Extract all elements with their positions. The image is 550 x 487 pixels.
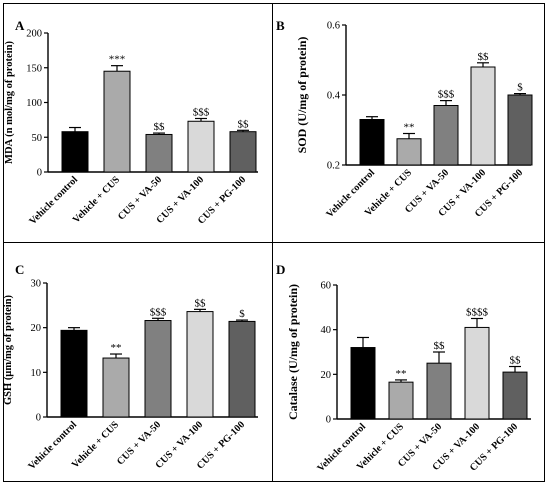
significance-label: $$: [238, 118, 250, 130]
significance-label: **: [404, 122, 415, 134]
y-axis-label: MDA (n mol/mg of protein): [4, 41, 15, 164]
bar: [388, 381, 414, 420]
significance-label: $$$: [193, 106, 210, 118]
bar: [470, 66, 496, 166]
significance-label: ***: [109, 54, 126, 66]
significance-label: $$: [434, 340, 446, 352]
panel-letter: B: [276, 18, 285, 33]
panel-divider-horizontal: [3, 242, 545, 243]
bar: [396, 138, 422, 166]
y-tick-label: 150: [26, 63, 42, 74]
y-tick-label: 20: [31, 323, 42, 334]
y-tick-label: 100: [26, 98, 42, 109]
bar: [145, 133, 173, 173]
bar: [433, 105, 459, 166]
significance-label: $$: [195, 297, 207, 309]
significance-label: $$$: [150, 306, 167, 318]
y-tick-label: 0.2: [327, 161, 340, 172]
y-tick-label: 30: [31, 279, 42, 290]
significance-label: $: [517, 82, 523, 94]
y-tick-label: 40: [321, 325, 332, 336]
bar: [426, 362, 452, 420]
significance-label: $$: [478, 51, 490, 63]
panel-letter: A: [15, 18, 25, 33]
significance-label: **: [396, 368, 407, 380]
y-tick-label: 10: [31, 368, 42, 379]
significance-label: $$$: [438, 89, 455, 101]
y-tick-label: 50: [32, 133, 43, 144]
panel-letter: C: [15, 262, 24, 277]
y-tick-label: 0: [37, 168, 42, 179]
bar: [144, 320, 172, 418]
bar: [186, 311, 214, 418]
y-tick-label: 0: [326, 415, 331, 426]
significance-label: **: [111, 342, 122, 354]
significance-label: $: [239, 308, 245, 320]
bar: [502, 371, 528, 420]
y-tick-label: 200: [26, 29, 42, 40]
y-axis-label: GSH (µm/mg of protein): [3, 295, 14, 405]
y-tick-label: 0: [36, 413, 41, 424]
significance-label: $$$$: [466, 307, 489, 319]
bar: [61, 131, 89, 173]
significance-label: $$: [510, 355, 522, 367]
y-tick-label: 20: [321, 370, 332, 381]
y-tick-label: 0.4: [327, 91, 341, 102]
bar: [60, 329, 88, 418]
y-tick-label: 0.6: [327, 21, 340, 32]
bar: [464, 326, 490, 420]
bar: [350, 347, 376, 420]
panel-letter: D: [276, 262, 285, 277]
y-tick-label: 60: [321, 281, 332, 292]
bar: [359, 119, 385, 166]
significance-label: $$: [154, 121, 166, 133]
y-axis-label: Catalase (U/mg of protein): [286, 284, 300, 420]
y-axis-label: SOD (U/mg of protein): [295, 37, 309, 154]
